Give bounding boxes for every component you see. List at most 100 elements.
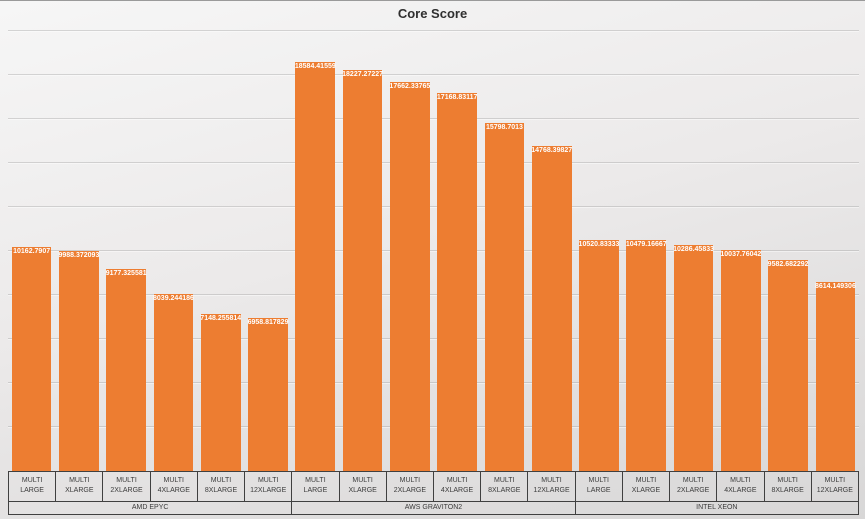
axis-category-line1: MULTI (21, 476, 43, 484)
axis-category-line2: 2XLARGE (110, 487, 143, 495)
bar: 9988.372093 (58, 251, 99, 471)
chart-title: Core Score (397, 6, 468, 21)
bar-slot: 7148.255814 (197, 31, 244, 471)
axis-category-line2: LARGE (303, 487, 328, 495)
gridlines (8, 30, 859, 471)
axis-group-cell: INTEL XEON (696, 504, 738, 511)
bar-slot: 17662.33765 (386, 31, 433, 471)
axis-category-line1: MULTI (257, 476, 279, 484)
bar-slot: 10037.76042 (717, 31, 764, 471)
axis-category-line2: 8XLARGE (204, 487, 238, 495)
bar: 10479.16667 (625, 240, 667, 471)
axis-category-cell: MULTI 4XLARGE (434, 472, 482, 501)
axis-category-cell: MULTI 8XLARGE (765, 472, 812, 501)
axis-category-cell: MULTI LARGE (292, 472, 340, 501)
bar: 10037.76042 (720, 250, 761, 471)
axis-category-line1: MULTI (69, 476, 90, 484)
gridline (8, 30, 859, 31)
axis-category-line1: MULTI (682, 476, 704, 484)
axis-category-line1: MULTI (352, 476, 373, 484)
axis-category-line2: LARGE (586, 487, 611, 495)
bar-value-label: 18584.41559 (294, 63, 336, 71)
bar-slot: 10286.45833 (670, 31, 717, 471)
bar: 10162.7907 (11, 247, 52, 471)
axis-category-line2: 2XLARGE (677, 487, 710, 495)
axis-category-line2: XLARGE (631, 487, 661, 495)
bar: 15798.7013 (484, 123, 525, 471)
axis-category-line2: 2XLARGE (393, 487, 426, 495)
bar-value-label: 10286.45833 (673, 245, 715, 253)
gridline (8, 74, 859, 75)
axis-category-line2: 12XLARGE (250, 487, 287, 495)
bar-value-label: 9582.682292 (767, 261, 809, 269)
axis-category-line2: 8XLARGE (488, 487, 521, 495)
axis-group-cell: AMD EPYC (9, 502, 293, 514)
axis-category-cell: MULTI LARGE (9, 472, 57, 501)
bar-value-label: 8039.244186 (153, 295, 194, 303)
bar-value-label: 8614.149306 (814, 282, 856, 290)
gridline (8, 250, 859, 251)
bar-value-label: 9177.325581 (105, 270, 147, 278)
axis-category-line1: MULTI (399, 476, 421, 484)
bar-slot: 6958.817829 (244, 31, 291, 471)
plot-area: 10162.7907 9988.372093 9177.325581 8039.244… (8, 30, 859, 471)
gridline (8, 162, 859, 163)
bar-slot: 9177.325581 (103, 31, 150, 471)
axis-category-line1: MULTI (588, 476, 609, 484)
axis-category-cell: MULTI 8XLARGE (198, 472, 246, 501)
axis-category-line2: 4XLARGE (724, 487, 757, 495)
axis-category-cell: MULTI 12XLARGE (528, 472, 576, 501)
bar-slot: 17168.83117 (434, 31, 481, 471)
bar-value-label: 10479.16667 (625, 241, 667, 249)
bar-slot: 15798.7013 (481, 31, 528, 471)
gridline (8, 294, 859, 295)
axis-category-line2: 4XLARGE (157, 487, 190, 495)
bar-value-label: 10520.83333 (578, 240, 620, 248)
axis-category-line1: MULTI (210, 476, 232, 484)
bar-value-label: 17168.83117 (436, 94, 478, 102)
bar: 9177.325581 (105, 269, 147, 471)
axis-category-cell: MULTI 2XLARGE (670, 472, 718, 501)
axis-category-line2: 8XLARGE (771, 487, 804, 495)
bar: 9582.682292 (767, 260, 809, 471)
axis-category-line1: MULTI (163, 476, 184, 484)
axis-category-line1: MULTI (541, 476, 562, 484)
axis-category-cell: MULTI 12XLARGE (812, 472, 858, 501)
bar: 14768.39827 (531, 146, 573, 471)
gridline (8, 382, 859, 383)
bar-value-label: 7148.255814 (200, 314, 242, 322)
bar: 18227.27227 (342, 70, 384, 471)
bar-value-label: 14768.39827 (531, 147, 573, 155)
bar: 17168.83117 (437, 93, 477, 471)
axis-group-cell: AWS GRAVITON2 (292, 502, 576, 514)
bars-container: 10162.7907 9988.372093 9177.325581 8039.244… (8, 31, 859, 471)
bar: 8614.149306 (814, 281, 856, 471)
bar-value-label: 10162.7907 (13, 248, 51, 256)
axis-category-cell: MULTI 8XLARGE (481, 472, 529, 501)
gridline (8, 426, 859, 427)
bar-slot: 8039.244186 (150, 31, 197, 471)
bar-slot: 18227.27227 (339, 31, 386, 471)
axis-category-line2: 4XLARGE (440, 487, 474, 495)
axis-instance-row: MULTI LARGE MULTI XLARGE MULTI 2XLARGE MULTI 4X… (9, 472, 858, 501)
bar-value-label: 6958.817829 (247, 318, 289, 326)
axis-category-line1: MULTI (494, 476, 515, 484)
bar-slot: 10479.16667 (623, 31, 670, 471)
bar-value-label: 18227.27227 (342, 71, 384, 78)
gridline (8, 118, 859, 119)
axis-category-cell: MULTI LARGE (576, 472, 623, 501)
gridline (8, 206, 859, 207)
axis-category-cell: MULTI XLARGE (340, 472, 387, 501)
axis-category-cell: MULTI XLARGE (623, 472, 671, 501)
axis-category-cell: MULTI 2XLARGE (103, 472, 151, 501)
axis-category-line1: MULTI (305, 476, 326, 484)
bar: 17662.33765 (389, 82, 431, 471)
axis-category-line2: XLARGE (348, 487, 377, 495)
bar-value-label: 17662.33765 (389, 83, 431, 91)
bar-slot: 10520.83333 (575, 31, 622, 471)
bar: 7148.255814 (200, 313, 242, 471)
axis-category-cell: MULTI 4XLARGE (151, 472, 198, 501)
bar-slot: 18584.41559 (292, 31, 339, 471)
axis-category-cell: MULTI 2XLARGE (387, 472, 434, 501)
